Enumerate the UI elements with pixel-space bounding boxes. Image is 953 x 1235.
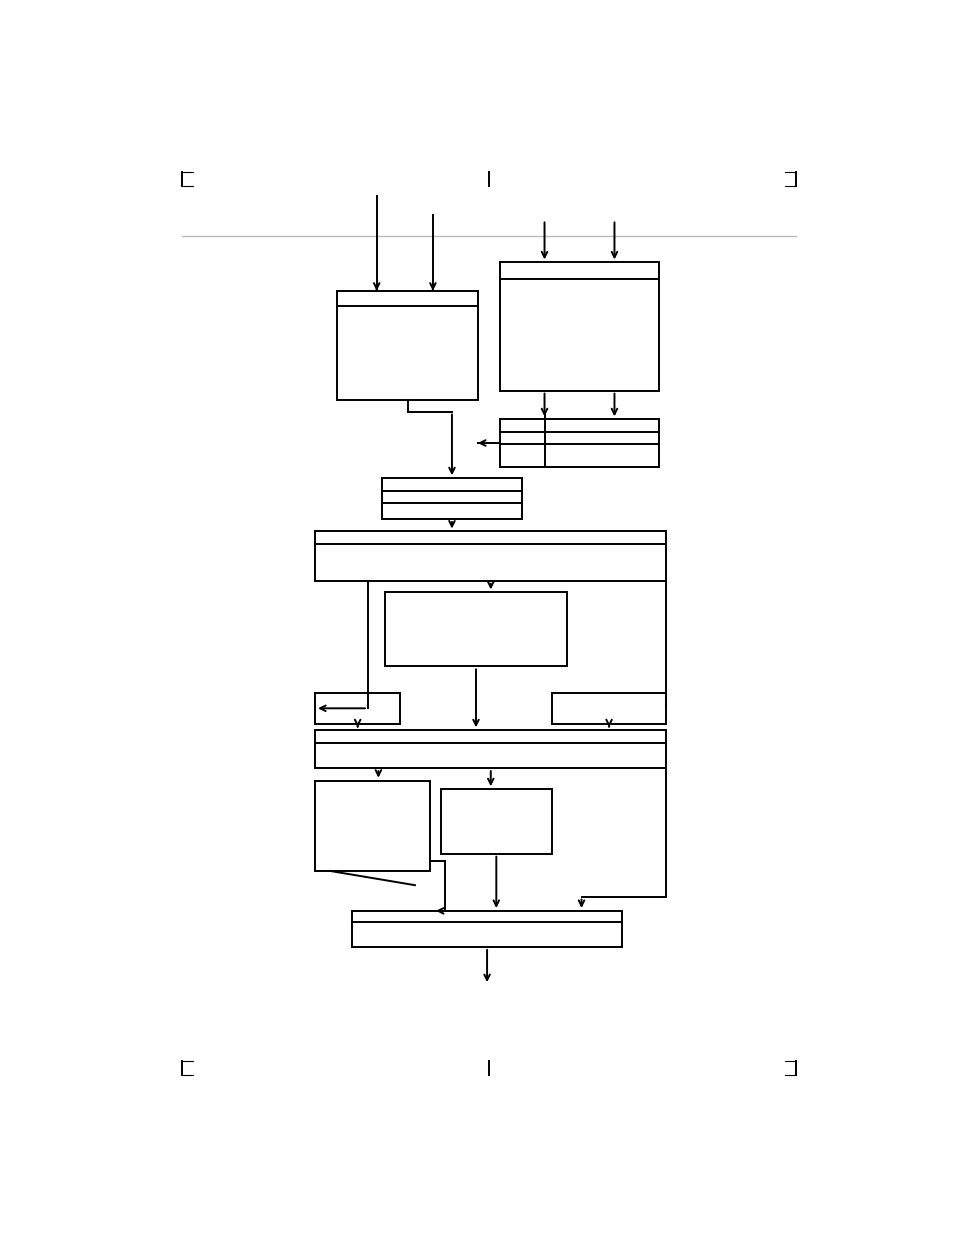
Bar bbox=[499, 262, 659, 390]
Bar bbox=[314, 693, 399, 724]
Bar bbox=[385, 593, 566, 667]
Bar bbox=[314, 730, 665, 768]
Bar bbox=[352, 911, 621, 947]
Bar bbox=[314, 531, 665, 580]
Bar bbox=[499, 419, 659, 467]
Bar bbox=[337, 291, 477, 400]
Bar bbox=[314, 781, 429, 871]
Bar bbox=[440, 789, 551, 853]
Bar bbox=[551, 693, 665, 724]
Bar bbox=[381, 478, 521, 519]
